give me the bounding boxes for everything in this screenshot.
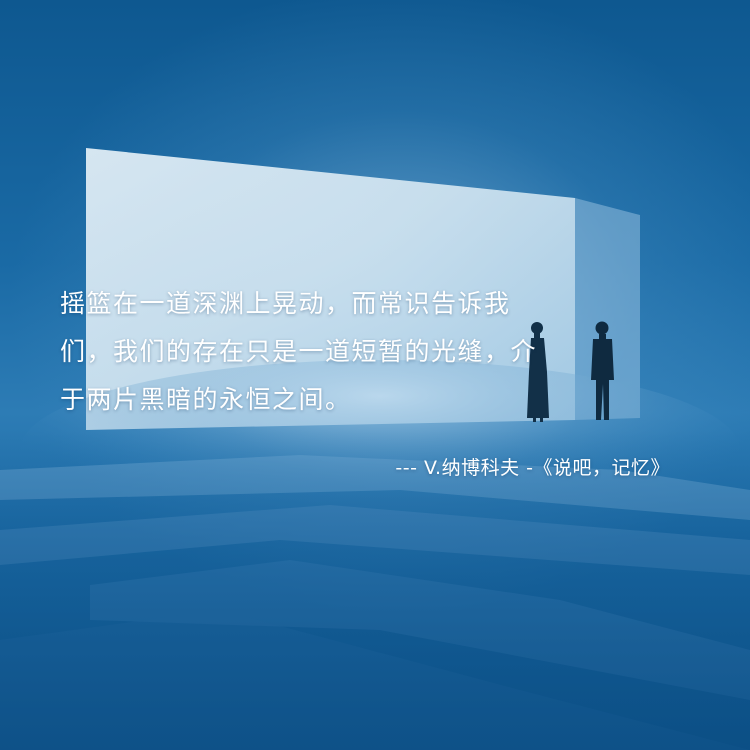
- quote-line: 们，我们的存在只是一道短暂的光缝，介: [60, 337, 538, 366]
- quote-line: 于两片黑暗的永恒之间。: [60, 385, 352, 414]
- person-silhouette: [527, 322, 549, 422]
- quote-line: 摇篮在一道深渊上晃动，而常识告诉我: [60, 289, 511, 318]
- quote-text: 摇篮在一道深渊上晃动，而常识告诉我 们，我们的存在只是一道短暂的光缝，介 于两片…: [60, 280, 700, 424]
- person-silhouette: [591, 321, 614, 420]
- quote-attribution: --- V.纳博科夫 -《说吧，记忆》: [395, 457, 670, 479]
- light-panel: [86, 148, 575, 430]
